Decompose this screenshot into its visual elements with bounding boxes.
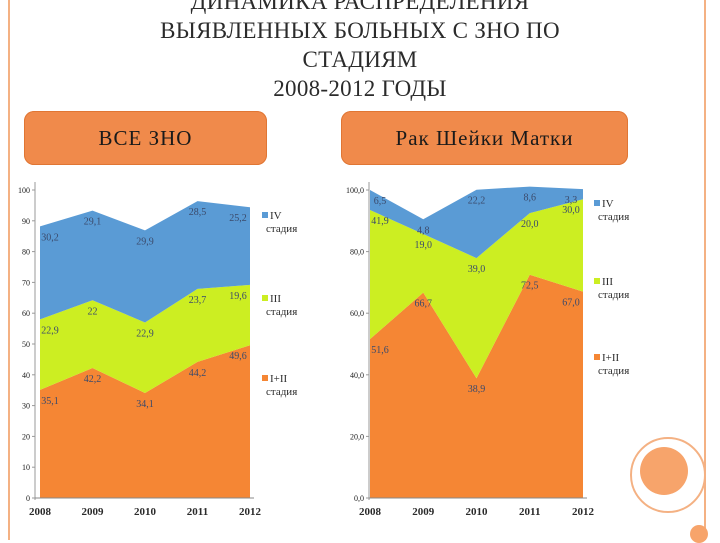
legend-label: стадия xyxy=(266,223,297,235)
y-tick-label: 80,0 xyxy=(350,248,364,257)
data-label: 19,0 xyxy=(415,240,433,251)
data-label: 38,9 xyxy=(468,384,486,395)
x-tick-label: 2009 xyxy=(412,506,435,518)
slide-title: ДИНАМИКА РАСПРЕДЕЛЕНИЯ ВЫЯВЛЕННЫХ БОЛЬНЫ… xyxy=(40,0,680,103)
legend-swatch xyxy=(262,375,268,381)
data-label: 41,9 xyxy=(371,216,389,227)
y-tick-label: 40,0 xyxy=(350,371,364,380)
area-stage_3 xyxy=(370,199,583,379)
title-line-1: ДИНАМИКА РАСПРЕДЕЛЕНИЯ xyxy=(190,0,530,14)
data-label: 29,9 xyxy=(136,236,154,247)
legend-label: стадия xyxy=(598,211,629,223)
title-line-3: СТАДИЯМ xyxy=(302,47,418,72)
chart-2: 0,0 20,0 40,0 60,0 80,0 100,0 2008 2009 2010 2011… xyxy=(346,182,629,518)
data-label: 3,3 xyxy=(565,195,578,206)
title-line-2: ВЫЯВЛЕННЫХ БОЛЬНЫХ С ЗНО ПО xyxy=(160,18,560,43)
data-label: 22 xyxy=(88,306,98,317)
decor-circle-large xyxy=(640,447,688,495)
data-label: 66,7 xyxy=(415,299,433,310)
y-tick-label: 60 xyxy=(22,309,30,318)
slide-frame-left xyxy=(8,0,10,540)
data-label: 42,2 xyxy=(84,374,102,385)
legend-swatch xyxy=(262,212,268,218)
chart-1: 0 10 20 30 40 50 60 70 80 90 100 2008 2009 2010 2011 20… xyxy=(18,182,297,518)
data-label: 4,8 xyxy=(417,225,430,236)
y-tick-label: 40 xyxy=(22,371,30,380)
legend-swatch xyxy=(594,278,600,284)
y-tick-label: 90 xyxy=(22,217,30,226)
legend-label: стадия xyxy=(266,386,297,398)
legend-label: I+II xyxy=(602,352,620,364)
data-label: 35,1 xyxy=(41,396,59,407)
area-stage_12 xyxy=(40,345,250,498)
legend-label: III xyxy=(270,293,281,305)
data-label: 23,7 xyxy=(189,295,207,306)
data-label: 34,1 xyxy=(136,399,154,410)
y-tick-label: 80 xyxy=(22,248,30,257)
x-tick-label: 2012 xyxy=(239,506,262,518)
area-stage_3 xyxy=(40,284,250,393)
data-label: 22,9 xyxy=(41,325,59,336)
tab-all-cancers: ВСЕ ЗНО xyxy=(24,111,267,165)
data-label: 28,5 xyxy=(189,207,207,218)
data-label: 30,2 xyxy=(41,232,59,243)
area-stage_4 xyxy=(40,201,250,323)
y-tick-label: 70 xyxy=(22,278,30,287)
x-tick-label: 2012 xyxy=(572,506,595,518)
area-stage_4 xyxy=(370,186,583,259)
y-tick-label: 20 xyxy=(22,432,30,441)
data-label: 6,5 xyxy=(374,196,387,207)
data-label: 49,6 xyxy=(229,351,247,362)
y-tick-label: 60,0 xyxy=(350,309,364,318)
y-tick-label: 10 xyxy=(22,463,30,472)
tab-all-cancers-label: ВСЕ ЗНО xyxy=(98,126,193,150)
legend-label: стадия xyxy=(598,365,629,377)
data-label: 19,6 xyxy=(229,291,247,302)
x-tick-label: 2010 xyxy=(134,506,157,518)
x-tick-label: 2011 xyxy=(187,506,208,518)
legend-label: I+II xyxy=(270,373,288,385)
legend-label: стадия xyxy=(266,306,297,318)
y-tick-label: 0,0 xyxy=(354,494,364,503)
legend-label: IV xyxy=(270,210,282,222)
data-label: 72,5 xyxy=(521,281,539,292)
data-label: 51,6 xyxy=(371,345,389,356)
legend-label: стадия xyxy=(598,289,629,301)
data-label: 8,6 xyxy=(524,193,537,204)
x-tick-label: 2011 xyxy=(519,506,540,518)
data-label: 25,2 xyxy=(229,213,247,224)
x-tick-label: 2008 xyxy=(29,506,52,518)
area-stage_12 xyxy=(370,274,583,498)
y-tick-label: 20,0 xyxy=(350,432,364,441)
y-tick-label: 30 xyxy=(22,402,30,411)
y-tick-label: 100 xyxy=(18,186,30,195)
y-tick-label: 0 xyxy=(26,494,30,503)
legend-swatch xyxy=(594,354,600,360)
data-label: 44,2 xyxy=(189,368,207,379)
legend-label: IV xyxy=(602,198,614,210)
tab-cervical-cancer-label: Рак Шейки Матки xyxy=(395,126,574,150)
data-label: 29,1 xyxy=(84,217,102,228)
legend-swatch xyxy=(262,295,268,301)
tab-cervical-cancer: Рак Шейки Матки xyxy=(341,111,628,165)
data-label: 22,2 xyxy=(468,196,486,207)
slide-frame-right xyxy=(704,0,706,540)
x-tick-label: 2008 xyxy=(359,506,382,518)
y-tick-label: 50 xyxy=(22,340,30,349)
y-tick-label: 100,0 xyxy=(346,186,364,195)
data-label: 22,9 xyxy=(136,328,154,339)
x-tick-label: 2009 xyxy=(82,506,105,518)
legend-label: III xyxy=(602,276,613,288)
data-label: 20,0 xyxy=(521,219,539,230)
data-label: 67,0 xyxy=(562,298,580,309)
decor-circle-small xyxy=(690,525,708,543)
data-label: 30,0 xyxy=(562,205,580,216)
data-label: 39,0 xyxy=(468,264,486,275)
x-tick-label: 2010 xyxy=(466,506,489,518)
legend-swatch xyxy=(594,200,600,206)
title-line-4: 2008-2012 ГОДЫ xyxy=(273,76,447,101)
